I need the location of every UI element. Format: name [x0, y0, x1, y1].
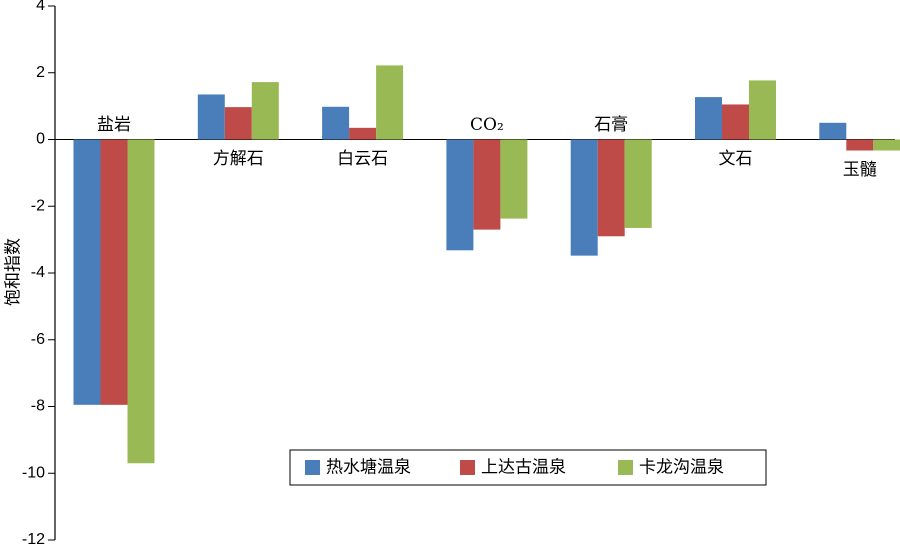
bar	[224, 107, 252, 140]
category-label: CO₂	[470, 115, 504, 135]
legend-swatch	[305, 460, 320, 475]
bar	[597, 139, 625, 237]
bar	[473, 139, 501, 230]
bar	[100, 139, 128, 405]
category-label: 盐岩	[97, 115, 131, 135]
bar	[749, 80, 776, 140]
bar	[73, 139, 101, 405]
bar	[349, 127, 377, 140]
legend-label: 上达古温泉	[481, 458, 566, 478]
bar	[695, 97, 722, 140]
y-tick-label: 2	[36, 64, 45, 81]
bar	[251, 82, 279, 140]
category-label: 石膏	[594, 114, 628, 135]
category-label: 文石	[719, 149, 753, 169]
y-tick-label: -12	[22, 531, 45, 547]
bar	[722, 104, 749, 140]
y-tick-label: -4	[31, 264, 45, 281]
legend-box	[289, 449, 767, 486]
bar	[446, 139, 474, 251]
y-tick-label: -2	[31, 197, 45, 214]
bar	[197, 94, 225, 140]
y-axis-label: 饱和指数	[4, 238, 24, 306]
category-label: 方解石	[213, 149, 264, 169]
y-tick-label: 4	[36, 0, 45, 14]
bar	[500, 139, 528, 219]
category-label: 玉髓	[843, 160, 877, 180]
bar	[873, 139, 900, 151]
y-tick-label: -6	[31, 331, 45, 348]
bar	[127, 139, 155, 464]
y-tick-label: -10	[22, 464, 45, 481]
bar	[846, 139, 874, 151]
legend-swatch	[460, 460, 475, 475]
bar	[624, 139, 652, 228]
legend-swatch	[618, 460, 633, 475]
bar	[376, 65, 404, 140]
bar	[322, 106, 350, 140]
y-tick-label: -8	[31, 398, 45, 415]
category-label: 白云石	[337, 149, 388, 169]
legend-label: 热水塘温泉	[326, 458, 411, 478]
bar	[570, 139, 598, 256]
legend-label: 卡龙沟温泉	[639, 458, 724, 478]
bar	[819, 122, 847, 140]
y-tick-label: 0	[36, 131, 45, 148]
